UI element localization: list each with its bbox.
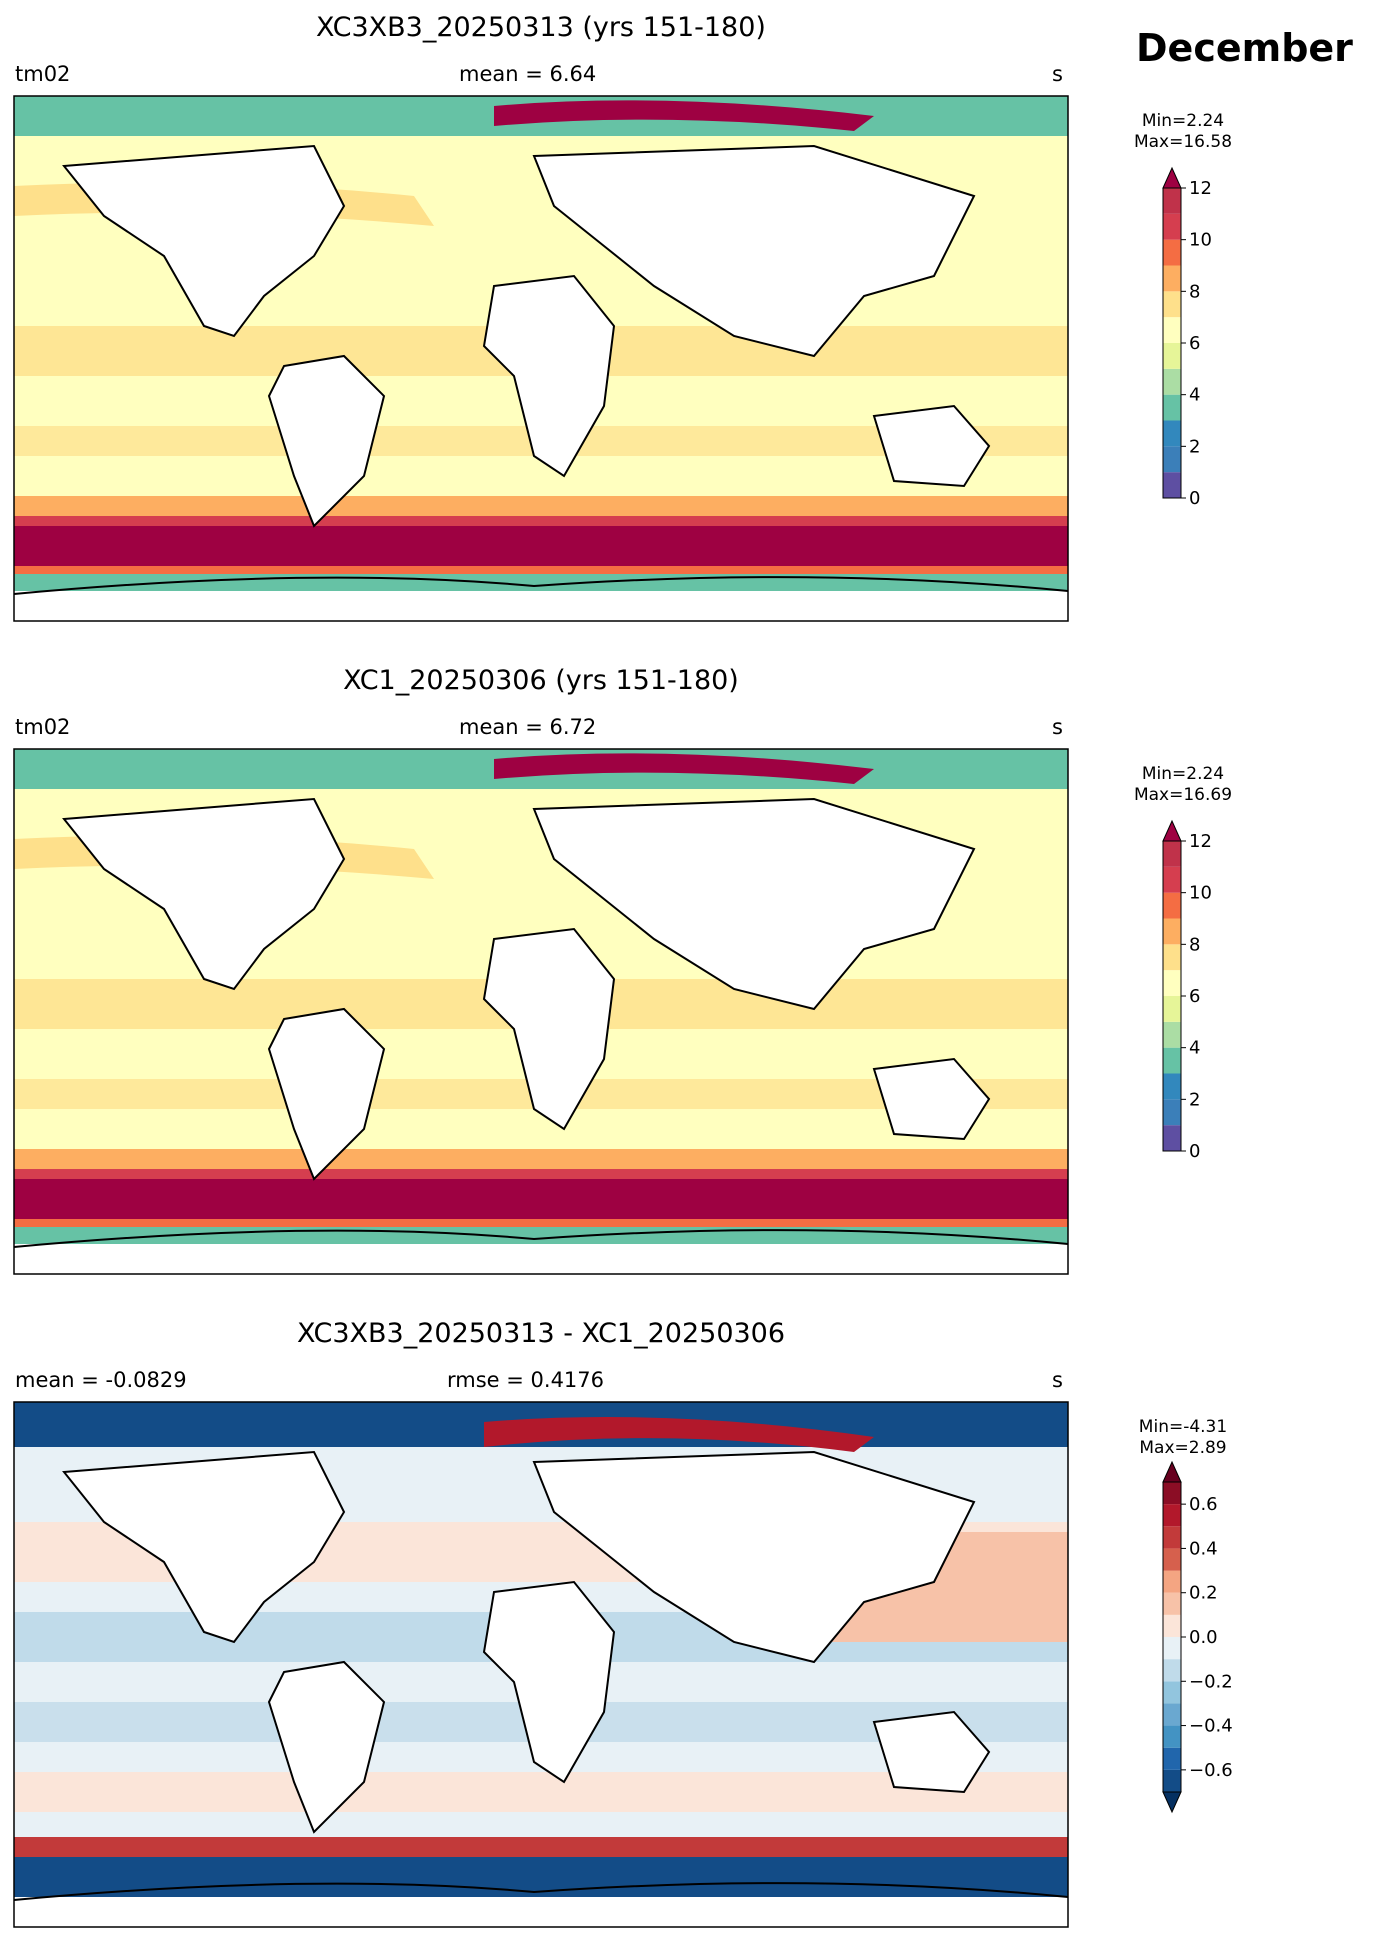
panel-3-colorbar: −0.6 −0.4 −0.2 0.0 0.2 0.4 0.6 (1162, 1460, 1233, 1814)
colorbar-segment (1163, 1504, 1181, 1527)
colorbar-segment (1163, 420, 1181, 447)
colorbar-tick-label: 6 (1189, 986, 1200, 1007)
panel-2-min-label: Min=2.24 (1141, 764, 1225, 784)
panel-2-max-label: Max=16.69 (1133, 785, 1233, 805)
panel-3-rmse-label: rmse = 0.4176 (447, 1368, 605, 1392)
colorbar-tick-label: 2 (1189, 436, 1200, 457)
panel-1-min-label: Min=2.24 (1141, 111, 1225, 131)
colorbar-tick-label: 4 (1189, 385, 1200, 406)
colorbar-tick-label: 4 (1189, 1038, 1200, 1059)
panel-3-min-label: Min=-4.31 (1138, 1417, 1228, 1437)
colorbar-segment (1163, 1659, 1181, 1682)
panel-1-max-label: Max=16.58 (1133, 132, 1233, 152)
panel-1-mean-label: mean = 6.64 (459, 62, 597, 86)
colorbar-segment (1163, 1769, 1181, 1792)
colorbar-segment (1163, 918, 1181, 945)
colorbar-tick-label: 0.6 (1189, 1494, 1218, 1515)
colorbar-tick-label: 0 (1189, 1141, 1200, 1162)
colorbar-segment (1163, 343, 1181, 369)
panel-2-units-label: s (1052, 715, 1063, 739)
colorbar-segment (1163, 188, 1181, 214)
colorbar-segment (1163, 1592, 1181, 1615)
colorbar-tick-label: 8 (1189, 934, 1200, 955)
colorbar-tick-label: 0 (1189, 488, 1200, 509)
colorbar-tick-label: 12 (1189, 178, 1212, 199)
colorbar-segment (1163, 1637, 1181, 1660)
colorbar-tick-label: −0.4 (1189, 1716, 1233, 1737)
panel-1-colorbar: 0 2 4 6 8 10 12 (1162, 166, 1212, 509)
colorbar-segment (1163, 472, 1181, 498)
colorbar-tick-label: −0.2 (1189, 1671, 1233, 1692)
colorbar-segment (1163, 368, 1181, 395)
colorbar-tick-label: 8 (1189, 281, 1200, 302)
colorbar-segment (1163, 996, 1181, 1022)
colorbar-tick-label: 0.4 (1189, 1538, 1218, 1559)
panel-3-mean-label: mean = -0.0829 (15, 1368, 187, 1392)
colorbar-segment (1163, 394, 1181, 421)
colorbar-extend-bottom (1162, 1791, 1182, 1814)
colorbar-segment (1163, 317, 1181, 343)
panel-2-map (13, 748, 1069, 1275)
colorbar-tick-label: 10 (1189, 230, 1212, 251)
colorbar-tick-label: 10 (1189, 883, 1212, 904)
panel-1-variable-label: tm02 (15, 62, 71, 86)
colorbar-segment (1163, 265, 1181, 292)
colorbar-segment (1163, 841, 1181, 867)
colorbar-segment (1163, 239, 1181, 266)
colorbar-segment (1163, 892, 1181, 919)
colorbar-segment (1163, 1548, 1181, 1571)
panel-2-colorbar: 0 2 4 6 8 10 12 (1162, 819, 1212, 1162)
panel-2-variable-label: tm02 (15, 715, 71, 739)
colorbar-segment (1163, 446, 1181, 473)
colorbar-segment (1163, 1125, 1181, 1151)
colorbar-segment (1163, 1021, 1181, 1048)
colorbar-segment (1163, 1099, 1181, 1126)
colorbar-segment (1163, 866, 1181, 893)
colorbar-tick-label: 2 (1189, 1089, 1200, 1110)
colorbar-segment (1163, 944, 1181, 971)
month-title: December (1136, 26, 1353, 70)
panel-3-map (13, 1401, 1069, 1928)
colorbar-segment (1163, 1614, 1181, 1637)
colorbar-extend-top (1162, 166, 1182, 189)
colorbar-segment (1163, 1570, 1181, 1593)
panel-3-title: XC3XB3_20250313 - XC1_20250306 (296, 1318, 786, 1349)
colorbar-segment (1163, 1073, 1181, 1100)
colorbar-segment (1163, 970, 1181, 996)
panel-3-units-label: s (1052, 1368, 1063, 1392)
panel-3-max-label: Max=2.89 (1139, 1438, 1227, 1458)
colorbar-segment (1163, 1047, 1181, 1074)
colorbar-segment (1163, 1703, 1181, 1726)
panel-1-units-label: s (1052, 62, 1063, 86)
colorbar-extend-top (1162, 819, 1182, 842)
panel-2-title: XC1_20250306 (yrs 151-180) (343, 665, 739, 696)
colorbar-segment (1163, 1681, 1181, 1704)
colorbar-tick-label: 6 (1189, 333, 1200, 354)
panel-2-mean-label: mean = 6.72 (459, 715, 597, 739)
colorbar-segment (1163, 1526, 1181, 1549)
panel-1-title: XC3XB3_20250313 (yrs 151-180) (316, 12, 766, 43)
colorbar-tick-label: 0.0 (1189, 1627, 1218, 1648)
colorbar-extend-top (1162, 1460, 1182, 1483)
panel-1-map (13, 95, 1069, 622)
colorbar-segment (1163, 291, 1181, 318)
colorbar-tick-label: −0.6 (1189, 1760, 1233, 1781)
colorbar-segment (1163, 213, 1181, 240)
colorbar-segment (1163, 1482, 1181, 1505)
colorbar-segment (1163, 1725, 1181, 1748)
colorbar-segment (1163, 1747, 1181, 1770)
colorbar-tick-label: 0.2 (1189, 1583, 1218, 1604)
colorbar-tick-label: 12 (1189, 831, 1212, 852)
